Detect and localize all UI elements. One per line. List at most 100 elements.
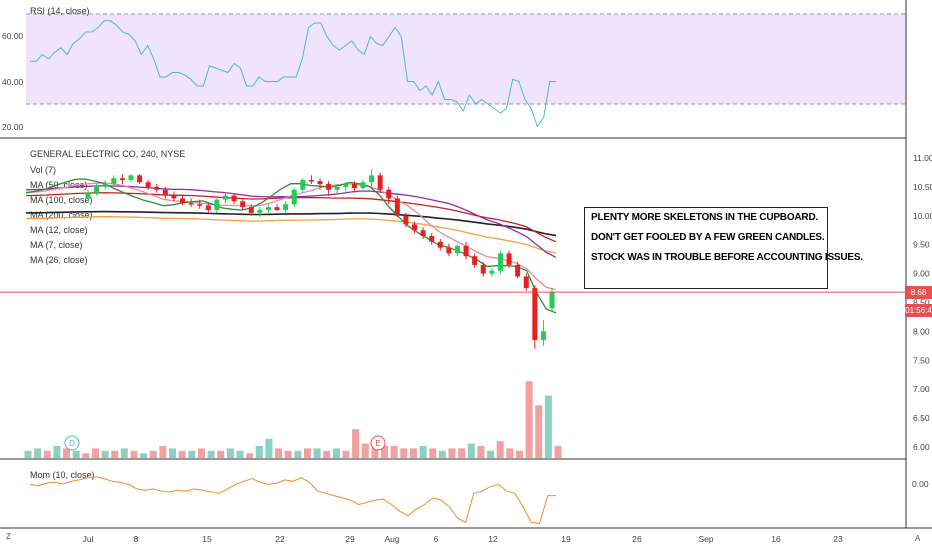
candle-body [205,205,211,211]
legend-item[interactable]: MA (12, close) [30,225,88,235]
time-label: 23 [833,534,843,544]
time-label: 29 [345,534,355,544]
rsi-tick-60: 60.00 [2,31,24,41]
volume-bar [467,443,475,458]
candle-body [145,182,151,187]
volume-bar [111,450,119,458]
candle-body [437,241,443,248]
volume-bar [438,450,446,458]
candle-body [454,245,460,254]
candle-body [420,230,426,237]
annotation-box[interactable]: PLENTY MORE SKELETONS IN THE CUPBOARD. D… [584,207,863,289]
candle-body [111,178,117,185]
event-marker-d-letter: D [69,439,75,448]
volume-bar [303,448,311,458]
volume-bar [197,448,205,458]
legend-item[interactable]: Vol (7) [30,165,56,175]
volume-bar [352,429,360,458]
candle-body [472,256,478,265]
candle-body [326,184,332,190]
price-tick: 7.00 [913,384,930,394]
price-title: GENERAL ELECTRIC CO, 240, NYSE [30,149,185,159]
candle-body [394,198,400,216]
candle-body [222,195,228,200]
price-tick: 9.00 [913,269,930,279]
volume-bar [140,453,148,458]
volume-bar [323,450,331,458]
volume-bar [332,448,340,458]
candle-body [119,178,125,180]
volume-bar [525,381,533,458]
volume-bar [448,448,456,458]
candle-body [94,186,100,193]
volume-bar [275,448,283,458]
candle-body [154,186,160,190]
rsi-tick-20: 20.00 [2,122,24,132]
candle-body [515,264,521,277]
auto-scale-corner[interactable]: A [915,534,921,543]
candle-body [240,201,246,208]
volume-bar [72,450,80,458]
moving-averages [25,178,557,314]
candle-body [403,215,409,225]
volume-bar [178,450,186,458]
volume-bar [24,450,32,458]
volume-bar [226,448,234,458]
volume-bar [419,446,427,458]
legend-item[interactable]: MA (100, close) [30,195,93,205]
volume-bar [506,448,514,458]
countdown-tag: 01:56:4 [905,304,932,318]
volume-bar [188,450,196,458]
candle-body [291,189,297,205]
volume-bar [82,453,90,458]
legend-item[interactable]: MA (7, close) [30,240,83,250]
event-marker-e[interactable]: E [370,435,386,451]
candle-body [377,175,383,190]
time-label: 16 [771,534,781,544]
candle-body [549,292,555,309]
volume-bar [429,448,437,458]
volume-bar [120,448,128,458]
candle-body [162,189,168,196]
volume-bar [53,446,61,458]
volume-bar [458,448,466,458]
volume-bar [217,450,225,458]
candle-body [343,184,349,187]
candle-body [532,288,538,341]
volume-bar [159,446,167,458]
candle-body [489,270,495,274]
candle-body [386,189,392,199]
momentum-panel: Mom (10, close) 0.00 [29,470,929,524]
candle-body [369,175,375,183]
rsi-tick-40: 40.00 [2,77,24,87]
price-tick: 9.50 [913,240,930,250]
price-tick: 6.50 [913,413,930,423]
zoom-corner-left[interactable]: Z [6,532,11,541]
candle-body [317,181,323,185]
candle-body [506,253,512,265]
candle-body [412,224,418,231]
volume-bar [101,450,109,458]
candle-body [274,207,280,211]
mom-label: Mom (10, close) [30,470,95,480]
volume-bar [409,448,417,458]
candle-body [197,204,203,206]
event-marker-d[interactable]: D [64,435,80,451]
candle-body [188,203,194,205]
volume-bar [43,450,51,458]
candle-body [300,179,306,190]
price-tick: 7.50 [913,355,930,365]
volume-bar [284,450,292,458]
mom-tick-0: 0.00 [912,479,929,489]
volume-bar [371,448,379,458]
legend-item[interactable]: MA (200, close) [30,210,93,220]
candle-body [265,207,271,211]
time-label: Aug [384,534,399,544]
legend-item[interactable]: MA (26, close) [30,255,88,265]
rsi-label: RSI (14, close) [30,6,90,16]
price-tick: 6.00 [913,442,930,452]
time-axis[interactable]: Jul 8 15 22 29 Aug 6 12 19 26 Sep 16 23 [83,534,843,544]
candle-body [334,186,340,190]
candle-body [523,276,529,289]
